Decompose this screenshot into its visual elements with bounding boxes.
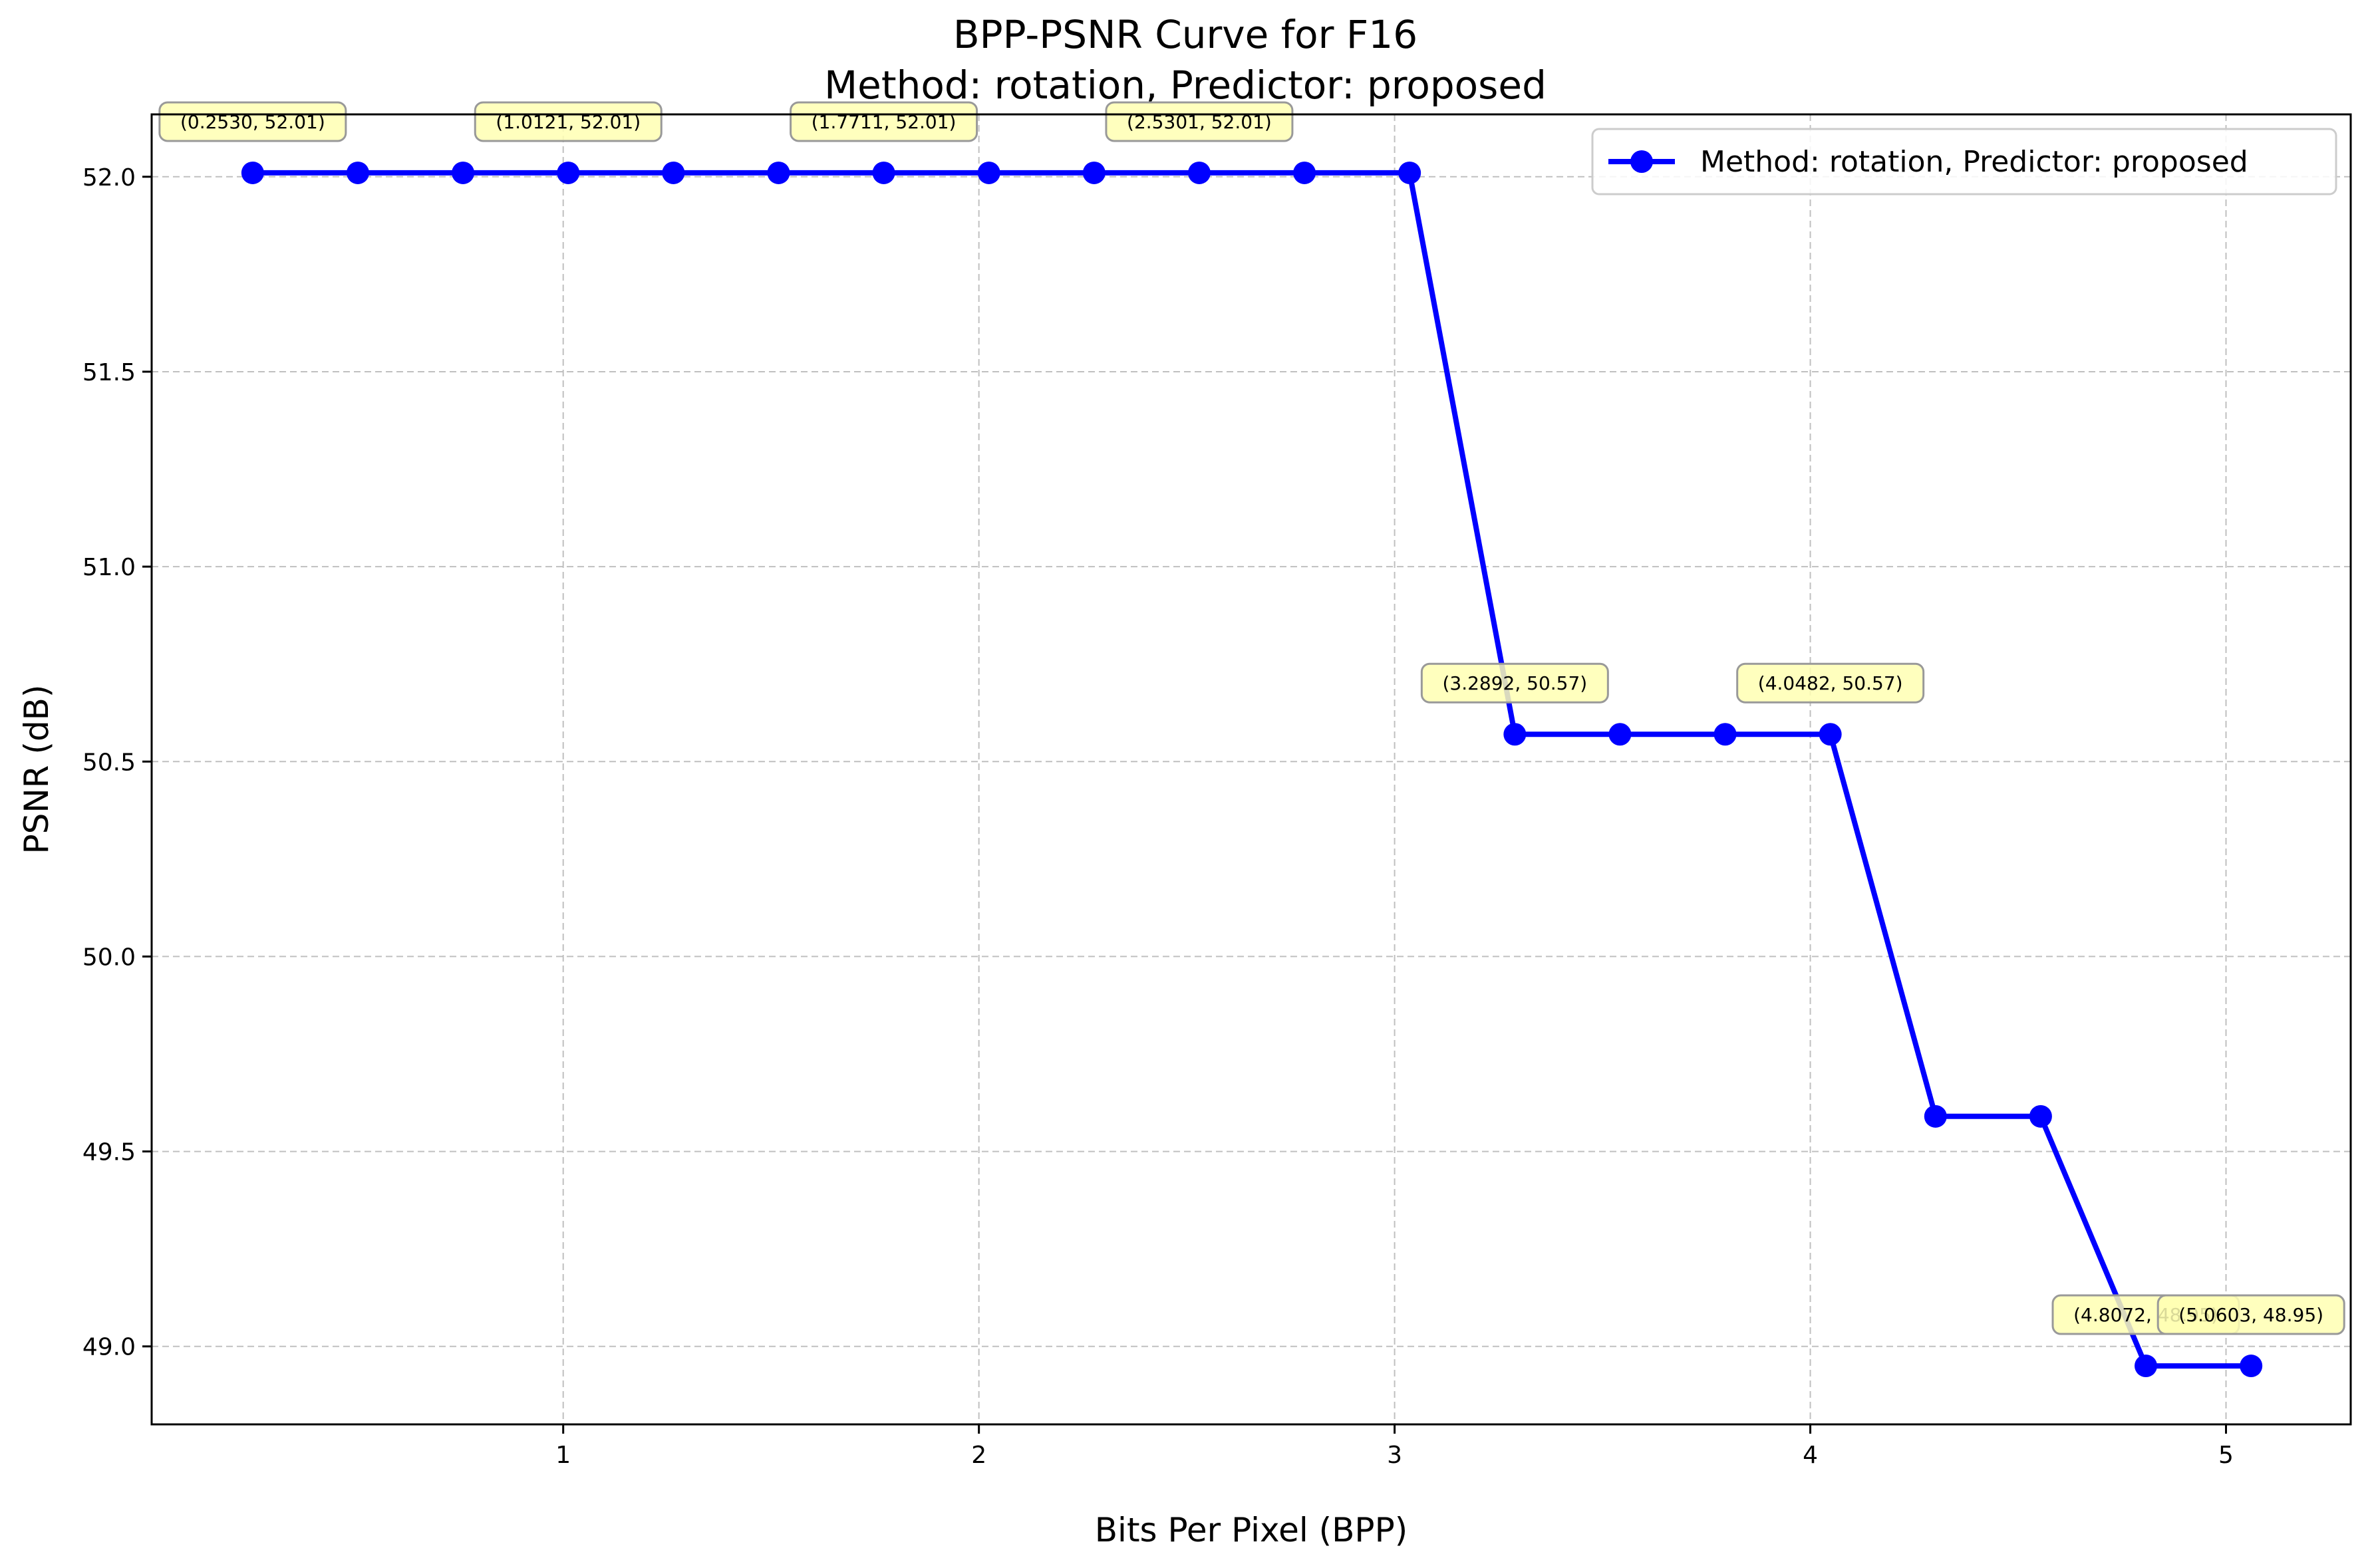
- annotation-label: (0.2530, 52.01): [158, 101, 347, 142]
- legend-frame: [1591, 128, 2337, 196]
- data-point: [1082, 161, 1106, 184]
- annotation-label: (1.7711, 52.01): [790, 101, 978, 142]
- annotation-text: (4.0482, 50.57): [1758, 672, 1903, 694]
- x-axis-label: Bits Per Pixel (BPP): [1095, 1511, 1408, 1549]
- annotation-box: [158, 101, 347, 142]
- data-point: [1713, 723, 1737, 746]
- x-axis-ticks: 1 2 3 4 5: [555, 1424, 2234, 1469]
- annotation-label: (5.0603, 48.95): [2156, 1294, 2345, 1335]
- data-point: [2135, 1355, 2158, 1378]
- annotation-box: [1420, 662, 1609, 704]
- annotation-label: (4.0482, 50.57): [1736, 662, 1925, 704]
- series-line: [252, 170, 2252, 1369]
- grid-lines: [152, 114, 2351, 1424]
- plot-area-frame: [150, 113, 2352, 1426]
- data-point: [1819, 723, 1842, 746]
- annotation-label: (1.0121, 52.01): [474, 101, 663, 142]
- chart-title-line-2: Method: rotation, Predictor: proposed: [824, 63, 1547, 108]
- x-tick-label: 3: [1387, 1442, 1402, 1469]
- data-point: [557, 161, 580, 184]
- legend-label: Method: rotation, Predictor: proposed: [1700, 145, 2248, 179]
- y-tick-label: 49.5: [82, 1139, 136, 1166]
- annotation-box: [790, 101, 978, 142]
- data-point: [872, 161, 895, 184]
- data-point: [452, 161, 475, 184]
- annotation-text: (3.2892, 50.57): [1442, 672, 1587, 694]
- x-tick-label: 2: [971, 1442, 986, 1469]
- data-point: [977, 161, 1000, 184]
- y-axis-ticks: 49.0 49.5 50.0 50.5 51.0 51.5 52.0: [82, 164, 152, 1361]
- data-point: [1503, 723, 1527, 746]
- y-axis-label: PSNR (dB): [17, 685, 56, 854]
- data-point: [1608, 723, 1632, 746]
- annotation-box: [474, 101, 663, 142]
- y-tick-label: 52.0: [82, 164, 136, 192]
- data-point: [346, 161, 369, 184]
- y-tick-label: 51.0: [82, 554, 136, 581]
- y-tick-label: 50.0: [82, 944, 136, 971]
- data-point: [767, 161, 790, 184]
- data-point: [1187, 161, 1211, 184]
- y-tick-label: 51.5: [82, 359, 136, 386]
- data-point: [1398, 161, 1421, 184]
- annotation-text: (5.0603, 48.95): [2178, 1304, 2323, 1326]
- y-tick-label: 50.5: [82, 749, 136, 776]
- annotation-label: (3.2892, 50.57): [1420, 662, 1609, 704]
- data-point: [1293, 161, 1316, 184]
- legend-marker-swatch: [1630, 150, 1653, 173]
- annotation-box: [2156, 1294, 2345, 1335]
- series-layer: [241, 161, 2263, 1378]
- annotation-box: [1736, 662, 1925, 704]
- x-tick-label: 4: [1803, 1442, 1818, 1469]
- annotation-box: [1105, 101, 1294, 142]
- data-point: [241, 161, 264, 184]
- annotation-label: (2.5301, 52.01): [1105, 101, 1294, 142]
- chart-title-line-1: BPP-PSNR Curve for F16: [953, 12, 1417, 57]
- y-tick-label: 49.0: [82, 1334, 136, 1361]
- data-point: [662, 161, 685, 184]
- x-tick-label: 1: [555, 1442, 571, 1469]
- data-point: [2240, 1355, 2263, 1378]
- data-point: [2029, 1105, 2052, 1128]
- legend: Method: rotation, Predictor: proposed: [1591, 128, 2337, 196]
- data-point: [1924, 1105, 1947, 1128]
- x-tick-label: 5: [2218, 1442, 2234, 1469]
